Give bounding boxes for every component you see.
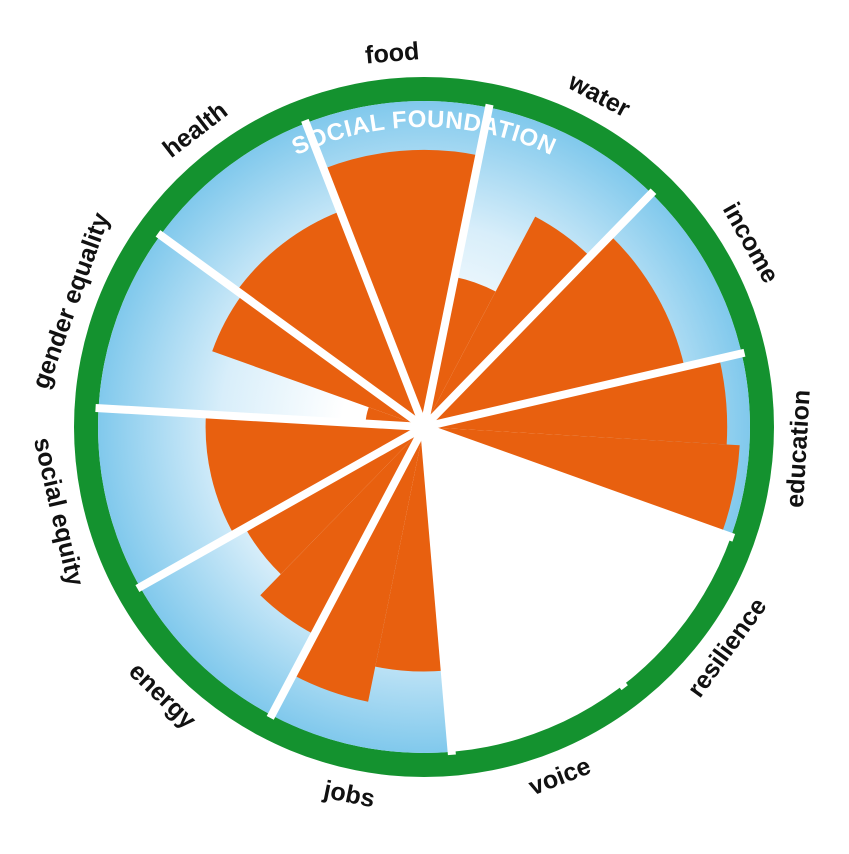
shortfall-bar-water-2 <box>424 216 590 427</box>
sector-separator <box>421 188 657 430</box>
shortfall-bar-water-1 <box>424 276 496 427</box>
sector-group <box>98 100 751 754</box>
sector-separator <box>422 423 736 542</box>
sector-separator <box>420 426 456 756</box>
label-jobs: jobs <box>320 775 377 813</box>
shortfall-bar-social-equity <box>205 414 424 535</box>
separator-group <box>95 103 746 756</box>
shortfall-bar-health <box>236 211 424 427</box>
sector-separator <box>266 425 428 720</box>
sector-separator <box>135 423 426 593</box>
sector-separator <box>420 424 628 691</box>
label-food: food <box>364 37 420 69</box>
sector-separator <box>95 403 425 431</box>
shortfall-bar-food <box>323 149 480 428</box>
sector-separator <box>423 348 746 431</box>
sector-separator <box>155 230 427 431</box>
sector-separator <box>301 118 428 429</box>
label-voice: voice <box>525 752 595 801</box>
sector-separator <box>420 103 494 428</box>
shortfall-bar-energy-1 <box>260 427 424 635</box>
shortfall-bar-energy-2 <box>245 427 424 575</box>
shortfall-bar-gender-equality-2 <box>212 294 424 427</box>
label-education: education <box>781 389 816 509</box>
shortfall-bar-education-1 <box>424 358 728 445</box>
center-hub <box>414 417 434 437</box>
